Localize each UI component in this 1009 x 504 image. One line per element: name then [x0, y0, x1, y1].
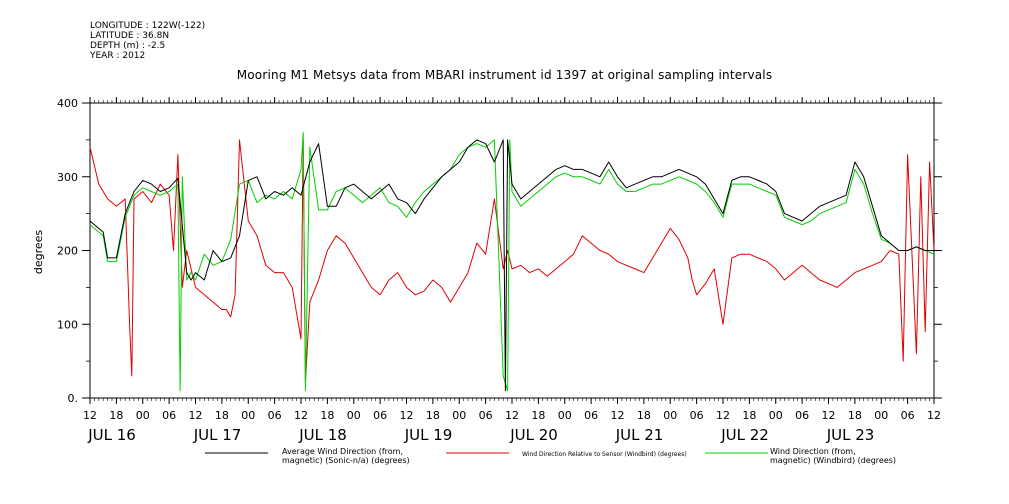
y-tick-label: 100	[57, 318, 78, 331]
y-tick-label: 0.	[68, 392, 79, 405]
legend-avg-line2: magnetic) (Sonic-n/a) (degrees)	[282, 456, 410, 465]
x-tick-label: 06	[162, 409, 176, 422]
x-tick-label: 12	[400, 409, 414, 422]
x-tick-label: 06	[690, 409, 704, 422]
x-tick-label: 12	[611, 409, 625, 422]
chart-title: Mooring M1 Metsys data from MBARI instru…	[236, 68, 773, 82]
x-tick-label: 06	[479, 409, 493, 422]
x-tick-label: 00	[769, 409, 783, 422]
x-tick-label: 18	[215, 409, 229, 422]
axes-layer: 12 18 00 06 12 18 00 06 12 18 00 06 12 18 00 06 12 18 00 06…	[57, 97, 942, 444]
longitude-label: LONGITUDE : 122W(-122)	[90, 21, 206, 31]
series-line-0	[89, 139, 934, 392]
series-layer	[89, 132, 935, 392]
legend-wind-line1: Wind Direction (from,	[770, 447, 856, 456]
x-tick-label: 12	[822, 409, 836, 422]
x-tick-label: 00	[136, 409, 150, 422]
x-date-label: JUL 20	[509, 426, 558, 444]
x-tick-label: 18	[848, 409, 862, 422]
x-tick-label: 18	[426, 409, 440, 422]
legend-avg-line1: Average Wind Direction (from,	[282, 447, 403, 456]
x-tick-label: 18	[637, 409, 651, 422]
x-tick-label: 00	[452, 409, 466, 422]
x-tick-label: 00	[663, 409, 677, 422]
x-tick-label: 06	[373, 409, 387, 422]
year-label: YEAR : 2012	[90, 51, 146, 61]
metadata-block: LONGITUDE : 122W(-122) LATITUDE : 36.8N …	[90, 21, 205, 61]
x-date-label: JUL 17	[193, 426, 242, 444]
x-tick-label: 06	[584, 409, 598, 422]
x-tick-label: 12	[505, 409, 519, 422]
x-tick-label: 12	[294, 409, 308, 422]
x-date-label: JUL 23	[826, 426, 875, 444]
y-axis-label: degrees	[32, 230, 45, 275]
x-tick-label: 00	[347, 409, 361, 422]
x-tick-label: 18	[742, 409, 756, 422]
plot-frame	[89, 102, 935, 399]
x-tick-label: 12	[189, 409, 203, 422]
latitude-label: LATITUDE : 36.8N	[90, 31, 170, 41]
x-date-label: JUL 21	[615, 426, 664, 444]
x-tick-label: 12	[927, 409, 941, 422]
x-tick-label: 06	[268, 409, 282, 422]
series-line-2	[89, 132, 935, 392]
x-tick-label: 06	[901, 409, 915, 422]
x-date-label: JUL 16	[87, 426, 136, 444]
y-tick-label: 300	[57, 171, 78, 184]
x-tick-label: 06	[795, 409, 809, 422]
x-date-label: JUL 22	[720, 426, 769, 444]
x-tick-label: 00	[558, 409, 572, 422]
legend: Average Wind Direction (from, magnetic) …	[205, 447, 896, 465]
x-date-label: JUL 18	[298, 426, 347, 444]
x-tick-label: 18	[531, 409, 545, 422]
y-tick-label: 400	[57, 97, 78, 110]
y-tick-label: 200	[57, 245, 78, 258]
x-tick-label: 12	[716, 409, 730, 422]
x-tick-label: 00	[241, 409, 255, 422]
x-date-label: JUL 19	[404, 426, 453, 444]
legend-rel: Wind Direction Relative to Sensor (Windb…	[522, 451, 687, 458]
x-tick-label: 18	[109, 409, 123, 422]
legend-wind-line2: magnetic) (Windbird) (degrees)	[770, 456, 896, 465]
x-tick-label: 00	[874, 409, 888, 422]
x-tick-label: 18	[320, 409, 334, 422]
series-line-1	[89, 139, 935, 384]
x-tick-label: 12	[83, 409, 97, 422]
depth-label: DEPTH (m) : -2.5	[90, 41, 166, 51]
